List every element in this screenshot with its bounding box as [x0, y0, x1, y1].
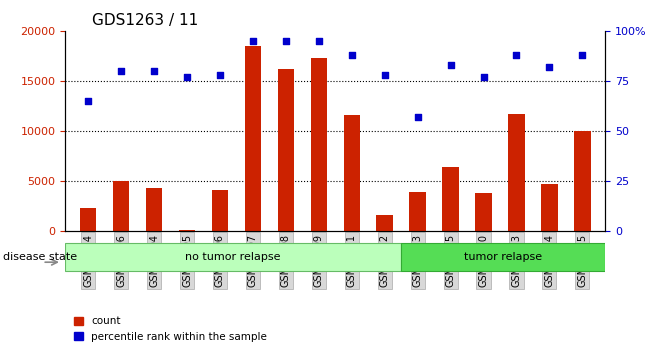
- Point: [215, 72, 225, 78]
- Point: [346, 52, 357, 58]
- Bar: [277, 69, 294, 231]
- Point: [83, 98, 93, 104]
- Legend: count, percentile rank within the sample: count, percentile rank within the sample: [70, 312, 271, 345]
- Point: [478, 74, 489, 80]
- Point: [413, 114, 423, 120]
- Bar: [65, 243, 401, 271]
- Point: [577, 52, 588, 58]
- Text: GDS1263 / 11: GDS1263 / 11: [92, 13, 199, 29]
- Point: [380, 72, 390, 78]
- Point: [182, 74, 192, 80]
- Point: [116, 68, 126, 74]
- Bar: [113, 181, 130, 231]
- Text: tumor relapse: tumor relapse: [464, 252, 542, 262]
- Text: no tumor relapse: no tumor relapse: [186, 252, 281, 262]
- Bar: [311, 58, 327, 231]
- Point: [149, 68, 159, 74]
- Bar: [442, 167, 459, 231]
- Text: disease state: disease state: [3, 252, 77, 262]
- Bar: [212, 190, 229, 231]
- Bar: [475, 193, 492, 231]
- Bar: [376, 215, 393, 231]
- Bar: [344, 115, 360, 231]
- Point: [247, 38, 258, 44]
- Point: [511, 52, 521, 58]
- Point: [445, 62, 456, 68]
- Bar: [409, 192, 426, 231]
- Point: [281, 38, 291, 44]
- Point: [544, 64, 555, 70]
- Bar: [146, 188, 162, 231]
- Bar: [541, 184, 558, 231]
- Bar: [574, 131, 590, 231]
- Bar: [80, 208, 96, 231]
- Point: [314, 38, 324, 44]
- Bar: [245, 46, 261, 231]
- Bar: [508, 114, 525, 231]
- Bar: [401, 243, 605, 271]
- Bar: [179, 230, 195, 231]
